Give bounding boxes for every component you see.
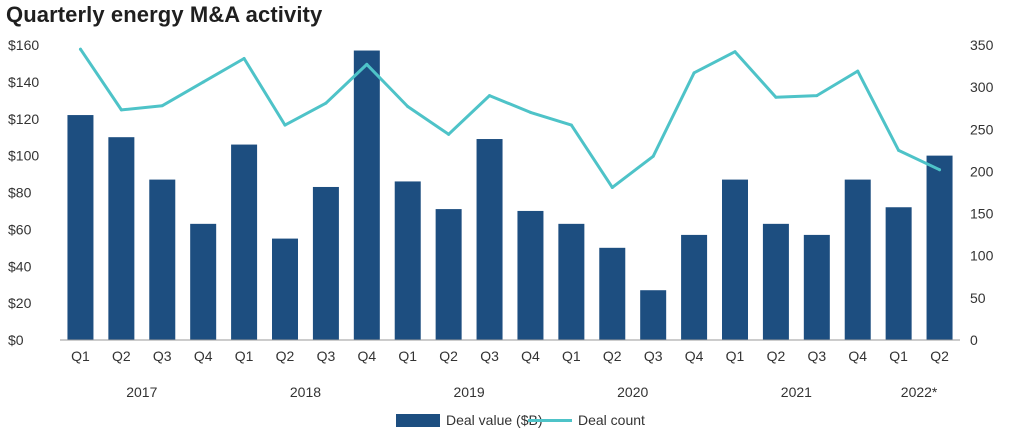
deal-count-point [528, 110, 532, 114]
bar [885, 207, 912, 340]
x-tick-label: Q2 [439, 348, 458, 364]
deal-count-point [242, 56, 246, 60]
y-right-tick-label: 250 [970, 121, 994, 137]
deal-count-point [119, 108, 123, 112]
x-tick-label: Q1 [562, 348, 581, 364]
bar [926, 155, 953, 340]
legend-item-deal-count: Deal count [528, 412, 645, 428]
combo-chart: $0 $20 $40 $60 $80 $100 $120 $140 $160 0 50 100 150 2… [8, 37, 994, 400]
x-tick-label: Q4 [685, 348, 704, 364]
deal-count-point [815, 94, 819, 98]
legend-label-deal-count: Deal count [578, 412, 645, 428]
bar [231, 144, 258, 340]
y-right-tick-label: 350 [970, 37, 994, 53]
y-left-tick-label: $0 [8, 332, 24, 348]
bar [190, 223, 217, 340]
deal-count-point [651, 154, 655, 158]
y-left-tick-label: $80 [8, 185, 32, 201]
bar [108, 137, 135, 340]
x-tick-label: Q3 [644, 348, 663, 364]
bar [722, 179, 748, 340]
y-left-tick-label: $60 [8, 221, 32, 237]
x-tick-label: Q3 [480, 348, 499, 364]
deal-count-point [938, 168, 942, 172]
year-label: 2021 [781, 384, 812, 400]
deal-count-point [283, 123, 287, 127]
x-tick-label: Q1 [235, 348, 254, 364]
chart-title: Quarterly energy M&A activity [6, 2, 323, 27]
x-tick-label: Q3 [153, 348, 172, 364]
bar [599, 247, 626, 340]
x-tick-label: Q2 [930, 348, 949, 364]
y-left-tick-label: $20 [8, 295, 32, 311]
legend-label-deal-value: Deal value ($B) [446, 412, 543, 428]
x-tick-label: Q1 [71, 348, 90, 364]
bar [272, 238, 298, 340]
deal-count-point [406, 105, 410, 109]
y-left-tick-label: $140 [8, 74, 39, 90]
y-right-tick-label: 0 [970, 332, 978, 348]
x-tick-label: Q2 [767, 348, 786, 364]
x-tick-label: Q1 [726, 348, 745, 364]
x-tick-label: Q4 [357, 348, 376, 364]
y-left-tick-label: $120 [8, 111, 39, 127]
y-right-tick-label: 150 [970, 206, 994, 222]
bar [558, 223, 585, 340]
x-tick-label: Q2 [276, 348, 295, 364]
y-right-tick-label: 200 [970, 163, 994, 179]
x-tick-label: Q4 [194, 348, 213, 364]
deal-count-point [610, 185, 614, 189]
bar [803, 234, 830, 340]
deal-count-point [160, 104, 164, 108]
legend-swatch-bar [396, 413, 440, 427]
bar [640, 290, 667, 340]
legend-item-deal-value: Deal value ($B) [396, 412, 543, 428]
deal-count-point [447, 132, 451, 136]
deal-count-point [324, 101, 328, 105]
deal-count-point [365, 62, 369, 66]
x-tick-label: Q4 [848, 348, 867, 364]
x-tick-label: Q1 [398, 348, 417, 364]
chart-legend: Deal value ($B) Deal count [0, 412, 1024, 436]
bar [312, 186, 339, 340]
y-right-tick-label: 50 [970, 290, 986, 306]
deal-count-point [897, 148, 901, 152]
bar [149, 179, 176, 340]
x-tick-label: Q4 [521, 348, 540, 364]
deal-count-point [856, 69, 860, 73]
bar [435, 209, 462, 340]
x-tick-label: Q2 [603, 348, 622, 364]
bar [476, 139, 503, 340]
legend-swatch-line [528, 418, 572, 422]
bar [844, 179, 871, 340]
deal-count-point [201, 80, 205, 84]
deal-count-point [692, 71, 696, 75]
x-tick-label: Q2 [112, 348, 131, 364]
x-tick-label: Q3 [807, 348, 826, 364]
deal-count-point [569, 123, 573, 127]
y-right-tick-label: 100 [970, 248, 994, 264]
y-left-tick-label: $160 [8, 37, 39, 53]
bar [353, 50, 380, 340]
bar [394, 181, 421, 340]
x-tick-label: Q1 [889, 348, 908, 364]
deal-count-point [733, 50, 737, 54]
deal-count-point [488, 94, 492, 98]
bar [517, 210, 544, 340]
deal-count-line [79, 47, 941, 189]
y-right-tick-label: 300 [970, 79, 994, 95]
y-left-tick-label: $40 [8, 258, 32, 274]
bar [67, 115, 94, 340]
year-label: 2018 [290, 384, 321, 400]
year-label: 2019 [454, 384, 485, 400]
y-left-tick-label: $100 [8, 148, 39, 164]
year-label: 2022* [901, 384, 938, 400]
bar [681, 234, 708, 340]
year-label: 2020 [617, 384, 648, 400]
bar [762, 223, 789, 340]
x-tick-label: Q3 [317, 348, 336, 364]
deal-count-point [774, 95, 778, 99]
year-label: 2017 [126, 384, 157, 400]
deal-count-point [78, 47, 82, 51]
